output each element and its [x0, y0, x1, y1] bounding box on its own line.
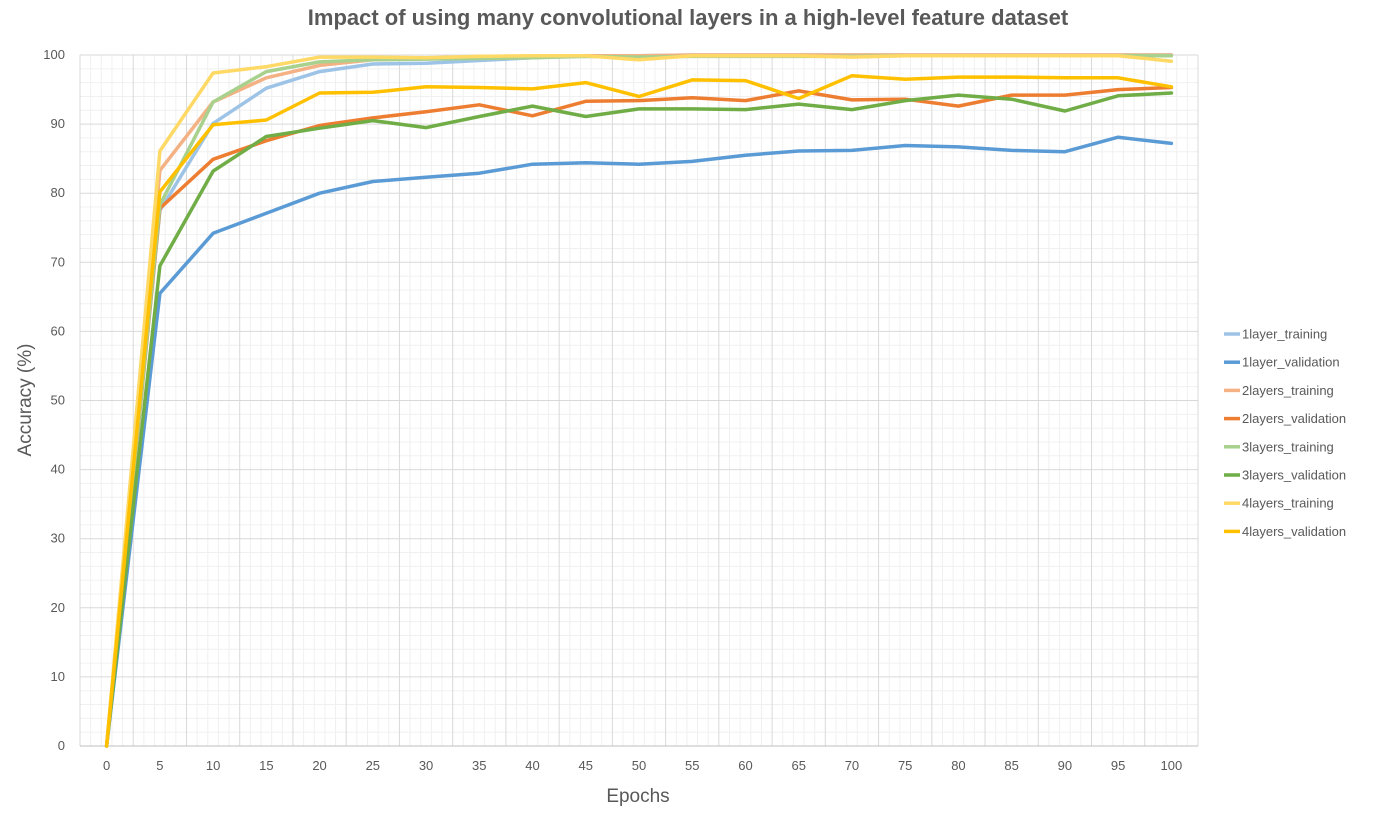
legend-label: 2layers_training: [1242, 383, 1334, 398]
legend-item-1layer_validation: 1layer_validation: [1224, 355, 1340, 370]
legend: 1layer_training 1layer_validation 2layers_…: [1224, 327, 1346, 539]
legend-item-3layers_training: 3layers_training: [1224, 439, 1334, 454]
x-tick-label: 30: [419, 758, 433, 773]
legend-label: 3layers_validation: [1242, 468, 1346, 483]
x-tick-label: 80: [951, 758, 965, 773]
x-tick-label: 100: [1161, 758, 1183, 773]
series-line-4layers_training: [104, 53, 1174, 748]
y-tick-label: 100: [43, 47, 65, 62]
series-lines: [104, 53, 1174, 748]
series-line-4layers_validation: [104, 73, 1174, 748]
y-tick-label: 60: [51, 323, 65, 338]
x-axis-title: Epochs: [606, 786, 669, 807]
x-tick-label: 15: [259, 758, 273, 773]
legend-item-4layers_validation: 4layers_validation: [1224, 524, 1346, 539]
y-tick-label: 10: [51, 669, 65, 684]
x-tick-label: 65: [791, 758, 805, 773]
x-tick-label: 75: [898, 758, 912, 773]
y-tick-label: 30: [51, 531, 65, 546]
y-tick-label: 0: [58, 738, 65, 753]
x-tick-label: 85: [1004, 758, 1018, 773]
x-tick-label: 50: [632, 758, 646, 773]
tick-labels: 0 10 20 30 40 50 60 70 80 90 100 0 5 10 15 20 25 30 35 40 45…: [43, 47, 1182, 773]
legend-item-3layers_validation: 3layers_validation: [1224, 468, 1346, 483]
x-tick-label: 45: [579, 758, 593, 773]
legend-label: 1layer_validation: [1242, 355, 1340, 370]
series-line-2layers_validation: [104, 85, 1174, 748]
x-tick-label: 70: [845, 758, 859, 773]
legend-item-4layers_training: 4layers_training: [1224, 496, 1334, 511]
y-tick-label: 20: [51, 600, 65, 615]
series-line-1layer_validation: [104, 135, 1174, 748]
gridlines: [79, 54, 1199, 747]
chart-title: Impact of using many convolutional layer…: [308, 5, 1069, 30]
legend-label: 4layers_training: [1242, 496, 1334, 511]
legend-label: 1layer_training: [1242, 327, 1327, 342]
legend-item-1layer_training: 1layer_training: [1224, 327, 1327, 342]
series-line-3layers_validation: [104, 91, 1174, 748]
y-tick-label: 40: [51, 462, 65, 477]
y-tick-label: 50: [51, 393, 65, 408]
x-tick-label: 35: [472, 758, 486, 773]
y-axis-title: Accuracy (%): [15, 344, 36, 457]
x-tick-label: 95: [1111, 758, 1125, 773]
legend-item-2layers_training: 2layers_training: [1224, 383, 1334, 398]
x-tick-label: 90: [1058, 758, 1072, 773]
y-tick-label: 70: [51, 254, 65, 269]
x-tick-label: 60: [738, 758, 752, 773]
legend-label: 2layers_validation: [1242, 411, 1346, 426]
x-tick-label: 0: [103, 758, 110, 773]
legend-item-2layers_validation: 2layers_validation: [1224, 411, 1346, 426]
legend-label: 4layers_validation: [1242, 524, 1346, 539]
x-tick-label: 55: [685, 758, 699, 773]
x-tick-label: 40: [525, 758, 539, 773]
x-tick-label: 20: [312, 758, 326, 773]
x-tick-label: 25: [366, 758, 380, 773]
y-tick-label: 90: [51, 116, 65, 131]
y-tick-label: 80: [51, 185, 65, 200]
x-tick-label: 5: [156, 758, 163, 773]
legend-label: 3layers_training: [1242, 439, 1334, 454]
x-tick-label: 10: [206, 758, 220, 773]
